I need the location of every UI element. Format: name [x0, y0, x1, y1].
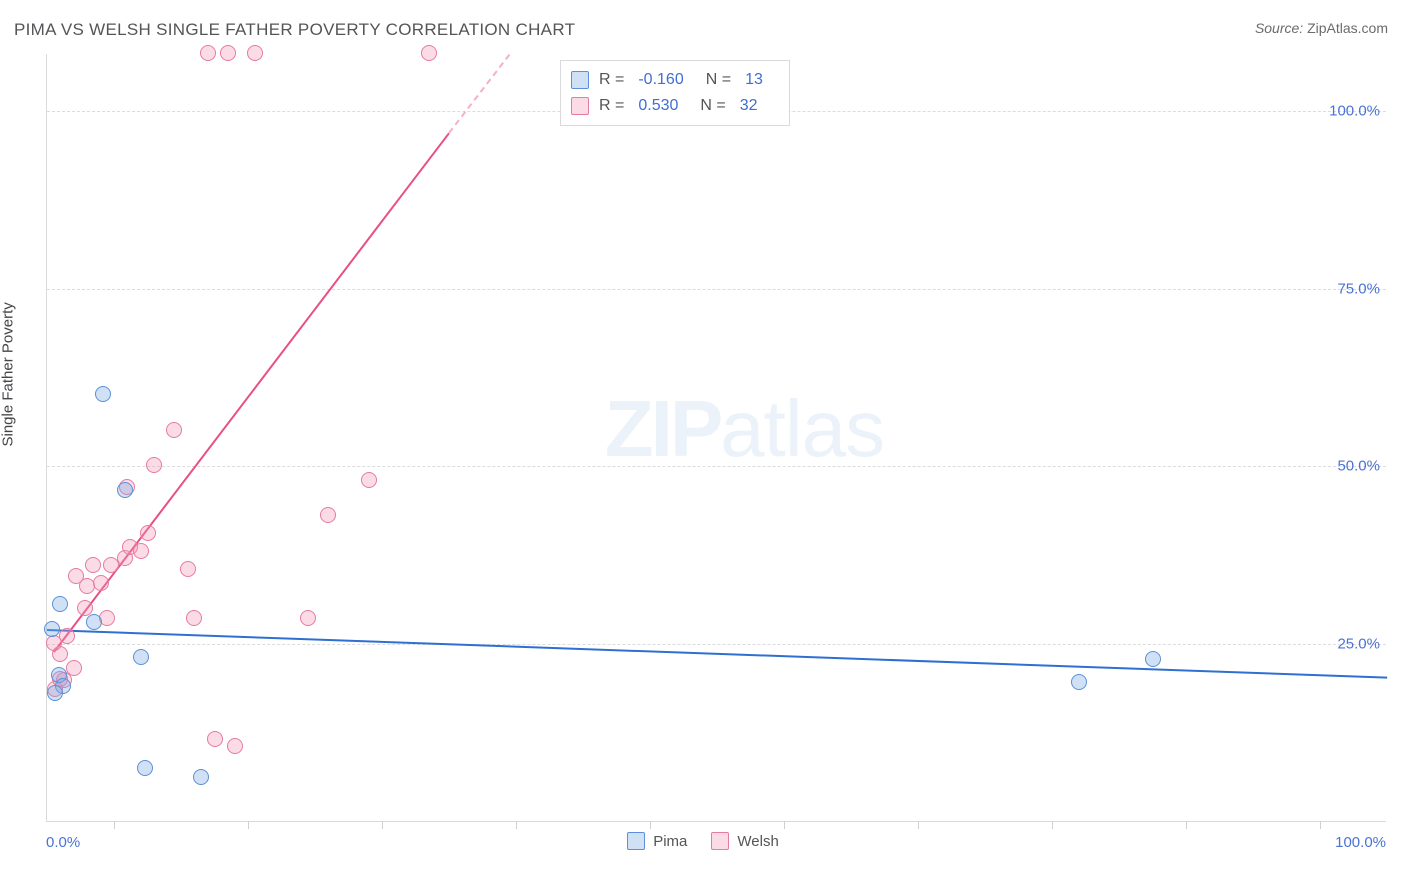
x-tick [248, 821, 249, 829]
y-axis-title: Single Father Poverty [0, 302, 17, 446]
scatter-point-pima [44, 621, 60, 637]
scatter-point-welsh [77, 600, 93, 616]
gridline [47, 644, 1386, 645]
scatter-point-pima [47, 685, 63, 701]
legend-item-pima: Pima [627, 832, 687, 850]
scatter-point-pima [137, 760, 153, 776]
gridline [47, 466, 1386, 467]
scatter-point-pima [133, 649, 149, 665]
watermark: ZIPatlas [605, 382, 884, 474]
scatter-point-welsh [133, 543, 149, 559]
x-tick [382, 821, 383, 829]
scatter-point-welsh [180, 561, 196, 577]
scatter-point-welsh [93, 575, 109, 591]
swatch-pima-icon [627, 832, 645, 850]
scatter-point-welsh [227, 738, 243, 754]
scatter-point-welsh [207, 731, 223, 747]
scatter-point-welsh [361, 472, 377, 488]
trendline-welsh-extrapolated [448, 54, 510, 133]
n-label: N = [706, 71, 731, 89]
source-label: Source: [1255, 20, 1303, 36]
y-tick-label: 25.0% [1337, 636, 1380, 653]
watermark-zip: ZIP [605, 383, 720, 472]
scatter-point-pima [52, 596, 68, 612]
swatch-welsh-icon [711, 832, 729, 850]
scatter-point-welsh [186, 610, 202, 626]
legend: Pima Welsh [0, 832, 1406, 850]
gridline [47, 289, 1386, 290]
source-attribution: Source: ZipAtlas.com [1255, 20, 1388, 36]
x-tick [1052, 821, 1053, 829]
scatter-point-pima [117, 482, 133, 498]
legend-label-pima: Pima [653, 833, 687, 850]
scatter-point-pima [1145, 651, 1161, 667]
scatter-point-welsh [220, 45, 236, 61]
stats-row-welsh: R = 0.530 N = 32 [571, 93, 775, 119]
scatter-point-pima [95, 386, 111, 402]
x-tick [516, 821, 517, 829]
scatter-point-welsh [421, 45, 437, 61]
r-label: R = [599, 97, 624, 115]
scatter-point-welsh [140, 525, 156, 541]
legend-item-welsh: Welsh [711, 832, 778, 850]
r-value-pima: -0.160 [634, 71, 695, 89]
scatter-point-welsh [46, 635, 62, 651]
r-value-welsh: 0.530 [634, 97, 690, 115]
n-value-pima: 13 [741, 71, 775, 89]
scatter-point-welsh [99, 610, 115, 626]
r-label: R = [599, 71, 624, 89]
swatch-pima-icon [571, 71, 589, 89]
y-tick-label: 50.0% [1337, 458, 1380, 475]
y-tick-label: 100.0% [1329, 102, 1380, 119]
x-tick [650, 821, 651, 829]
scatter-point-welsh [247, 45, 263, 61]
stats-row-pima: R = -0.160 N = 13 [571, 67, 775, 93]
n-label: N = [700, 97, 725, 115]
scatter-point-welsh [200, 45, 216, 61]
scatter-point-welsh [85, 557, 101, 573]
scatter-point-welsh [300, 610, 316, 626]
x-tick [114, 821, 115, 829]
correlation-stats-box: R = -0.160 N = 13 R = 0.530 N = 32 [560, 60, 790, 126]
x-tick [918, 821, 919, 829]
chart-title: PIMA VS WELSH SINGLE FATHER POVERTY CORR… [14, 20, 575, 40]
scatter-point-welsh [146, 457, 162, 473]
x-tick [1186, 821, 1187, 829]
trendline-pima [47, 629, 1387, 679]
plot-area: ZIPatlas 25.0% 50.0% 75.0% 100.0% [46, 54, 1386, 822]
swatch-welsh-icon [571, 97, 589, 115]
legend-label-welsh: Welsh [737, 833, 778, 850]
trendline-welsh [53, 133, 450, 653]
n-value-welsh: 32 [736, 97, 770, 115]
scatter-point-pima [86, 614, 102, 630]
scatter-point-welsh [166, 422, 182, 438]
scatter-point-pima [1071, 674, 1087, 690]
scatter-point-welsh [68, 568, 84, 584]
scatter-point-pima [193, 769, 209, 785]
x-tick [784, 821, 785, 829]
y-tick-label: 75.0% [1337, 280, 1380, 297]
scatter-point-welsh [320, 507, 336, 523]
source-value: ZipAtlas.com [1307, 20, 1388, 36]
x-tick [1320, 821, 1321, 829]
watermark-atlas: atlas [720, 383, 884, 472]
